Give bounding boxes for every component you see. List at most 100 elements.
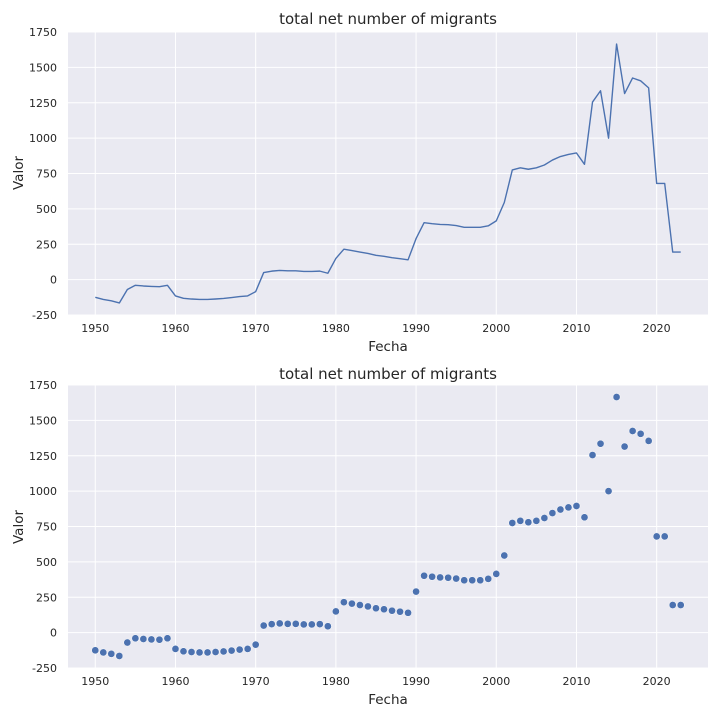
data-point bbox=[291, 620, 300, 628]
x-tick-label: 1950 bbox=[81, 675, 109, 688]
x-tick-label: 2020 bbox=[643, 322, 671, 335]
y-tick-label: 1750 bbox=[29, 379, 57, 392]
data-point bbox=[332, 607, 340, 616]
gridlines bbox=[68, 31, 708, 316]
y-tick-label: 1750 bbox=[29, 26, 57, 39]
data-point bbox=[283, 620, 292, 628]
x-tick-label: 2010 bbox=[562, 675, 590, 688]
data-point bbox=[187, 648, 196, 656]
data-point bbox=[356, 601, 364, 609]
data-point bbox=[492, 570, 501, 578]
y-tick-label: 0 bbox=[50, 627, 57, 640]
x-tick-label: 1960 bbox=[161, 322, 189, 335]
y-tick-labels: -250 0 250 500 750 1000 1250 1500 1750 bbox=[29, 379, 57, 675]
data-point bbox=[139, 635, 148, 643]
data-point bbox=[412, 587, 420, 596]
y-axis-label: Valor bbox=[11, 156, 27, 190]
series-marks bbox=[91, 393, 685, 660]
data-point bbox=[259, 621, 268, 630]
data-point bbox=[380, 605, 388, 614]
data-point bbox=[299, 620, 308, 629]
x-tick-label: 1970 bbox=[242, 322, 270, 335]
data-point bbox=[484, 575, 493, 583]
data-point bbox=[179, 647, 188, 656]
data-point bbox=[372, 604, 380, 613]
data-point bbox=[604, 487, 613, 495]
chart-line-panel: 1950 1960 1970 1980 1990 2000 2010 2020 -250 0 25… bbox=[11, 10, 708, 355]
data-point bbox=[516, 516, 525, 525]
data-point bbox=[668, 601, 677, 609]
data-point bbox=[548, 509, 557, 517]
data-point bbox=[652, 532, 661, 541]
data-point bbox=[195, 648, 204, 657]
data-point bbox=[211, 648, 220, 656]
data-point bbox=[251, 640, 260, 649]
x-tick-label: 1980 bbox=[322, 322, 350, 335]
y-tick-label: 1250 bbox=[29, 450, 57, 463]
data-point bbox=[396, 607, 404, 616]
y-tick-label: 1500 bbox=[29, 414, 57, 427]
data-point bbox=[524, 518, 533, 527]
y-tick-labels: -250 0 250 500 750 1000 1250 1500 1750 bbox=[29, 26, 57, 322]
x-tick-label: 1990 bbox=[402, 675, 430, 688]
data-point bbox=[572, 502, 581, 510]
data-point bbox=[131, 634, 140, 643]
data-point bbox=[91, 646, 100, 655]
y-tick-label: 0 bbox=[50, 274, 57, 287]
series-marks bbox=[95, 43, 681, 304]
data-point bbox=[99, 648, 108, 657]
y-tick-label: 750 bbox=[36, 168, 57, 181]
data-point bbox=[171, 645, 180, 653]
data-point bbox=[500, 551, 509, 560]
data-point bbox=[636, 429, 645, 438]
data-point bbox=[275, 619, 284, 628]
data-point bbox=[468, 576, 477, 585]
data-point bbox=[235, 645, 244, 654]
x-tick-label: 2020 bbox=[643, 675, 671, 688]
y-tick-label: 1500 bbox=[29, 61, 57, 74]
data-point bbox=[227, 646, 236, 655]
data-point bbox=[147, 635, 156, 644]
data-point bbox=[532, 516, 541, 525]
data-point bbox=[556, 505, 565, 514]
chart-scatter-panel: 1950 1960 1970 1980 1990 2000 2010 2020 -250 0 25… bbox=[11, 365, 708, 708]
y-tick-label: 750 bbox=[36, 521, 57, 534]
series-line bbox=[95, 43, 681, 304]
x-axis-label: Fecha bbox=[368, 692, 408, 708]
chart-title: total net number of migrants bbox=[279, 10, 497, 28]
y-tick-label: 1000 bbox=[29, 132, 57, 145]
chart-title: total net number of migrants bbox=[279, 365, 497, 383]
data-point bbox=[307, 620, 316, 629]
x-tick-label: 2000 bbox=[482, 322, 510, 335]
x-tick-label: 1960 bbox=[161, 675, 189, 688]
x-tick-labels: 1950 1960 1970 1980 1990 2000 2010 2020 bbox=[81, 322, 670, 335]
data-point bbox=[452, 574, 461, 583]
data-point bbox=[676, 601, 685, 609]
y-tick-label: 1000 bbox=[29, 485, 57, 498]
data-point bbox=[444, 573, 453, 582]
y-axis-label: Valor bbox=[11, 510, 27, 544]
data-point bbox=[460, 576, 469, 585]
data-point bbox=[203, 648, 212, 657]
data-point bbox=[163, 634, 172, 643]
y-tick-label: 500 bbox=[36, 556, 57, 569]
x-tick-label: 2000 bbox=[482, 675, 510, 688]
data-point bbox=[267, 620, 276, 628]
data-point bbox=[428, 572, 436, 581]
data-point bbox=[348, 599, 356, 608]
data-point bbox=[155, 635, 164, 644]
data-point bbox=[323, 622, 332, 631]
data-point bbox=[364, 602, 372, 611]
x-tick-label: 1970 bbox=[242, 675, 270, 688]
data-point bbox=[340, 598, 348, 607]
data-point bbox=[115, 652, 124, 660]
data-point bbox=[476, 576, 485, 585]
data-point bbox=[123, 638, 132, 647]
y-tick-label: -250 bbox=[32, 662, 57, 675]
data-point bbox=[219, 647, 228, 656]
data-point bbox=[315, 620, 324, 628]
data-point bbox=[660, 532, 669, 541]
y-tick-label: 250 bbox=[36, 591, 57, 604]
x-tick-label: 2010 bbox=[562, 322, 590, 335]
